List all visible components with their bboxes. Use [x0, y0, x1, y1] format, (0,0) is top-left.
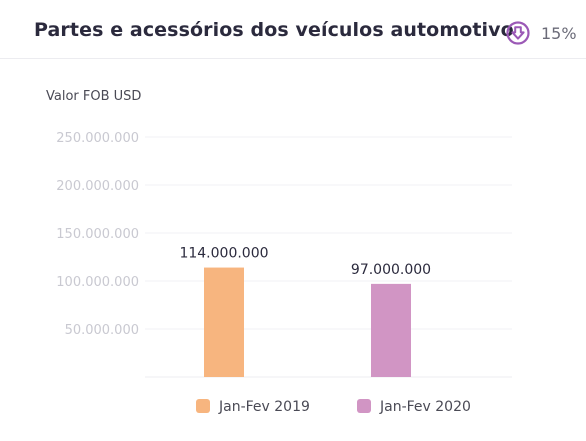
card-title: Partes e acessórios dos veículos automot… — [34, 19, 514, 41]
card-header: Partes e acessórios dos veículos automot… — [0, 0, 586, 59]
y-tick-label: 150.000.000 — [56, 227, 139, 242]
legend-swatch — [357, 399, 371, 413]
change-percent: 15% — [541, 23, 577, 43]
bar-value-label: 97.000.000 — [351, 262, 431, 278]
y-axis-label: Valor FOB USD — [46, 89, 141, 104]
bar-chart: Valor FOB USD 50.000.000 100.000.000 150.0… — [46, 89, 512, 415]
y-tick-label: 250.000.000 — [56, 131, 139, 146]
y-tick-label: 100.000.000 — [56, 275, 139, 290]
y-tick-label: 200.000.000 — [56, 179, 139, 194]
bar — [371, 283, 411, 377]
arrow-down-circle-icon — [506, 21, 530, 45]
bar — [204, 267, 244, 377]
change-indicator: 15% — [505, 20, 577, 46]
legend-label: Jan-Fev 2019 — [218, 399, 310, 415]
legend-label: Jan-Fev 2020 — [379, 399, 471, 415]
bar-value-label: 114.000.000 — [179, 246, 268, 262]
legend-swatch — [196, 399, 210, 413]
y-tick-label: 50.000.000 — [65, 323, 139, 338]
